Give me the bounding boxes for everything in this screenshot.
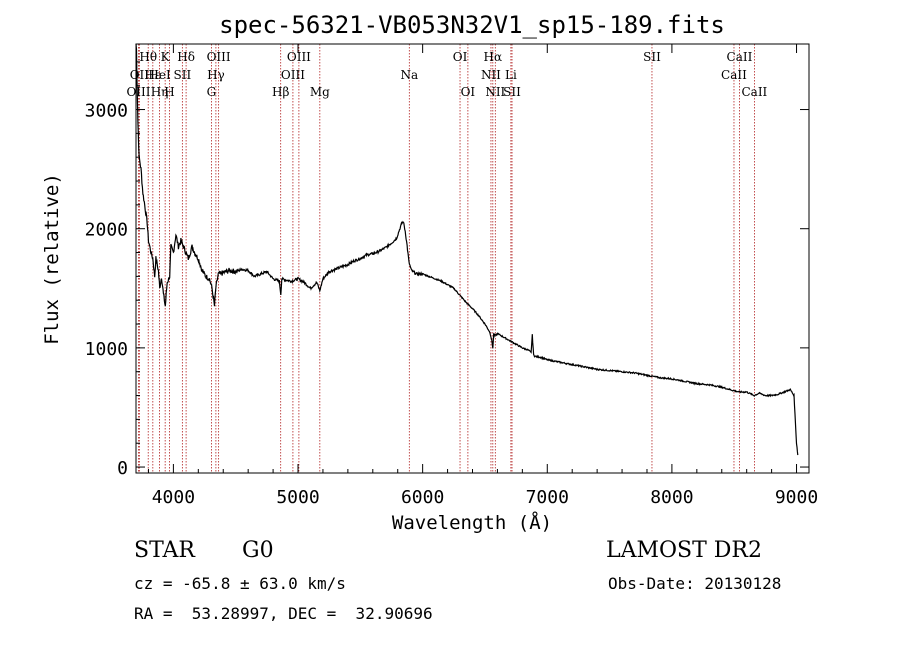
line-label: OIII — [126, 85, 150, 99]
line-label: NII — [485, 85, 505, 99]
line-label: Hα — [484, 50, 503, 64]
object-subclass: G0 — [242, 538, 274, 563]
x-tick-label: 7000 — [526, 487, 569, 508]
coordinates: RA = 53.28997, DEC = 32.90696 — [134, 604, 433, 623]
object-class: STAR — [134, 538, 195, 563]
spectral-line-markers — [138, 44, 755, 473]
line-label: SII — [643, 50, 661, 64]
line-label: OI — [461, 85, 476, 99]
line-label: OI — [453, 50, 468, 64]
y-tick-label: 1000 — [85, 339, 128, 360]
plot-frame — [135, 43, 810, 474]
line-label: Hγ — [207, 68, 225, 82]
line-label: Hη — [151, 85, 169, 99]
line-label: G — [207, 85, 217, 99]
survey-name: LAMOST DR2 — [606, 538, 762, 563]
line-label: CaII — [727, 50, 753, 64]
x-tick-label: 9000 — [775, 487, 818, 508]
x-axis-label: Wavelength (Å) — [392, 511, 552, 534]
x-axis-ticks: 4000 5000 6000 7000 8000 9000 — [147, 44, 818, 508]
chart-title: spec-56321-VB053N32V1_sp15-189.fits — [219, 11, 725, 39]
x-tick-label: 4000 — [152, 487, 195, 508]
x-tick-label: 8000 — [650, 487, 693, 508]
line-label: OIII — [207, 50, 231, 64]
y-tick-label: 2000 — [85, 220, 128, 241]
line-label: SII — [174, 68, 192, 82]
x-tick-label: 6000 — [401, 487, 444, 508]
line-label: Li — [505, 68, 517, 82]
line-label: Hε — [144, 68, 161, 82]
redshift-velocity: cz = -65.8 ± 63.0 km/s — [134, 574, 346, 593]
line-label: OIII — [281, 68, 305, 82]
line-label: NII — [481, 68, 501, 82]
line-label: CaII — [741, 85, 767, 99]
line-label: SII — [503, 85, 521, 99]
line-label: Na — [400, 68, 418, 82]
line-label: CaII — [721, 68, 747, 82]
observation-date: Obs-Date: 20130128 — [608, 574, 782, 593]
line-label: OIII — [287, 50, 311, 64]
y-axis-ticks: 0 1000 2000 3000 — [85, 61, 809, 479]
line-label: OII — [130, 68, 150, 82]
line-label: Mg — [310, 85, 330, 99]
y-tick-label: 0 — [117, 458, 128, 479]
y-axis-label: Flux (relative) — [41, 173, 63, 345]
spectrum-series-line — [135, 43, 799, 456]
line-label: Hδ — [177, 50, 195, 64]
line-label: Hθ — [139, 50, 157, 64]
spectral-line-labels: Hθ OII OIII KHε Hη Hδ HeI H OIII SII G OIII Hγ Hβ OIII… — [126, 50, 767, 99]
x-tick-label: 5000 — [276, 487, 319, 508]
line-label: Hβ — [272, 85, 289, 99]
line-label: HeI — [148, 68, 171, 82]
line-label: H — [164, 85, 174, 99]
y-tick-label: 3000 — [85, 101, 128, 122]
line-label: K — [161, 50, 171, 64]
